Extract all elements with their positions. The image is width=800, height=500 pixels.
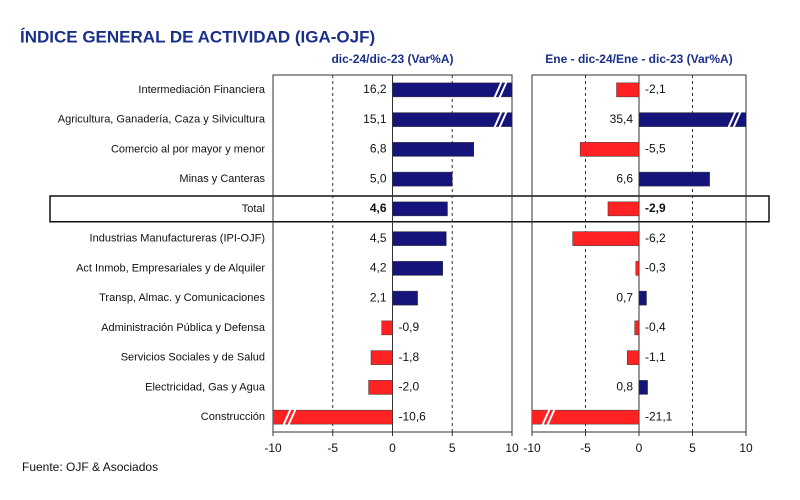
category-label: Transp, Almac. y Comunicaciones xyxy=(99,292,265,304)
bar xyxy=(579,142,640,157)
value-label: -0,3 xyxy=(645,261,666,275)
value-label: -0,4 xyxy=(645,320,666,334)
bar xyxy=(392,142,475,157)
category-label: Agricultura, Ganadería, Caza y Silvicult… xyxy=(58,114,266,126)
value-label: 4,2 xyxy=(370,261,387,275)
break-mark xyxy=(282,407,292,427)
value-label: 4,6 xyxy=(370,201,387,215)
value-label: 2,1 xyxy=(370,290,387,304)
bars xyxy=(532,82,746,427)
highlight-box xyxy=(49,195,770,223)
x-tick-label: 10 xyxy=(739,441,753,455)
value-label: 15,1 xyxy=(363,112,387,126)
bar xyxy=(638,171,710,187)
break-mark xyxy=(498,110,508,130)
value-label: -10,6 xyxy=(399,409,427,423)
value-label: -2,9 xyxy=(645,201,666,215)
panel-subtitle: Ene - dic-24/Ene - dic-23 (Var%A) xyxy=(545,52,732,66)
value-label: 0,8 xyxy=(616,380,633,394)
chart-title: ÍNDICE GENERAL DE ACTIVIDAD (IGA-OJF) xyxy=(20,27,375,46)
value-label: -21,1 xyxy=(645,409,673,423)
x-tick-label: -10 xyxy=(264,441,282,455)
break-mark xyxy=(546,407,556,427)
bar xyxy=(532,409,640,425)
value-label: 16,2 xyxy=(363,82,387,96)
value-label: 6,6 xyxy=(616,171,633,185)
bar xyxy=(370,350,393,365)
bar xyxy=(572,231,640,246)
category-label: Servicios Sociales y de Salud xyxy=(121,352,265,364)
x-tick-label: 10 xyxy=(505,441,519,455)
x-tick-label: 0 xyxy=(636,441,643,455)
category-label: Industrias Manufactureras (IPI-OJF) xyxy=(90,233,265,245)
value-label: -0,9 xyxy=(399,320,420,334)
bar xyxy=(392,171,453,187)
x-tick-label: 5 xyxy=(449,441,456,455)
break-mark xyxy=(541,407,551,427)
bar xyxy=(626,350,640,365)
x-tick-label: 5 xyxy=(689,441,696,455)
value-label: 6,8 xyxy=(370,142,387,156)
category-label: Total xyxy=(242,203,265,215)
bar xyxy=(381,320,393,336)
category-label: Intermediación Financiera xyxy=(138,84,265,96)
category-label: Comercio al por mayor y menor xyxy=(111,143,265,155)
bars xyxy=(273,80,512,427)
category-label: Act Inmob, Empresariales y de Alquiler xyxy=(76,262,265,274)
value-label: 0,7 xyxy=(616,290,633,304)
value-label: -1,8 xyxy=(399,350,420,364)
bar xyxy=(638,112,746,127)
category-label: Construcción xyxy=(201,411,265,423)
x-tick-label: 0 xyxy=(389,441,396,455)
break-mark xyxy=(287,407,297,427)
bar xyxy=(392,201,448,217)
break-mark xyxy=(498,80,508,100)
x-tick-label: -5 xyxy=(580,441,591,455)
x-tick-label: -5 xyxy=(327,441,338,455)
category-label: Administración Pública y Defensa xyxy=(101,322,266,334)
bar xyxy=(616,82,640,98)
value-label: -6,2 xyxy=(645,231,666,245)
bar xyxy=(638,290,647,306)
bar xyxy=(368,380,393,395)
value-label: 5,0 xyxy=(370,171,387,185)
category-label: Electricidad, Gas y Agua xyxy=(145,381,266,393)
value-label: -2,0 xyxy=(399,380,420,394)
x-tick-label: -10 xyxy=(523,441,541,455)
value-label: -5,5 xyxy=(645,142,666,156)
break-mark xyxy=(732,110,742,130)
bar xyxy=(392,261,443,276)
break-mark xyxy=(493,110,503,130)
bar xyxy=(392,290,418,306)
bar xyxy=(392,112,512,127)
bar xyxy=(638,380,648,395)
value-label: 35,4 xyxy=(610,112,634,126)
value-label: -2,1 xyxy=(645,82,666,96)
bar xyxy=(392,82,512,98)
bar xyxy=(273,409,393,425)
break-mark xyxy=(493,80,503,100)
bar xyxy=(635,261,640,276)
source: Fuente: OJF & Asociados xyxy=(22,460,158,474)
value-label: 4,5 xyxy=(370,231,387,245)
break-mark xyxy=(727,110,737,130)
category-label: Minas y Canteras xyxy=(179,173,265,185)
bar xyxy=(634,320,640,336)
value-label: -1,1 xyxy=(645,350,666,364)
panel-subtitle: dic-24/dic-23 (Var%A) xyxy=(331,52,453,66)
bar xyxy=(607,201,640,217)
bar xyxy=(392,231,447,246)
